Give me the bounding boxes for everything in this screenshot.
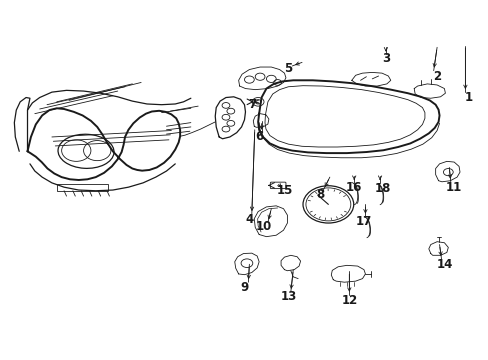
Text: 8: 8 — [315, 188, 324, 201]
Bar — [57, 184, 108, 191]
Text: 15: 15 — [276, 184, 293, 197]
Text: 11: 11 — [445, 181, 461, 194]
Text: 16: 16 — [346, 181, 362, 194]
Text: 13: 13 — [280, 290, 296, 303]
Text: 1: 1 — [464, 91, 472, 104]
Text: 6: 6 — [254, 130, 263, 144]
Text: 5: 5 — [284, 62, 292, 75]
Text: 18: 18 — [373, 183, 390, 195]
Text: 12: 12 — [341, 294, 357, 307]
Text: 10: 10 — [255, 220, 272, 233]
Text: 4: 4 — [245, 213, 253, 226]
Text: 2: 2 — [432, 69, 440, 82]
Text: 14: 14 — [435, 258, 452, 271]
Text: 17: 17 — [355, 215, 371, 228]
Text: 7: 7 — [247, 98, 255, 111]
Text: 9: 9 — [240, 281, 248, 294]
Text: 3: 3 — [381, 51, 389, 64]
